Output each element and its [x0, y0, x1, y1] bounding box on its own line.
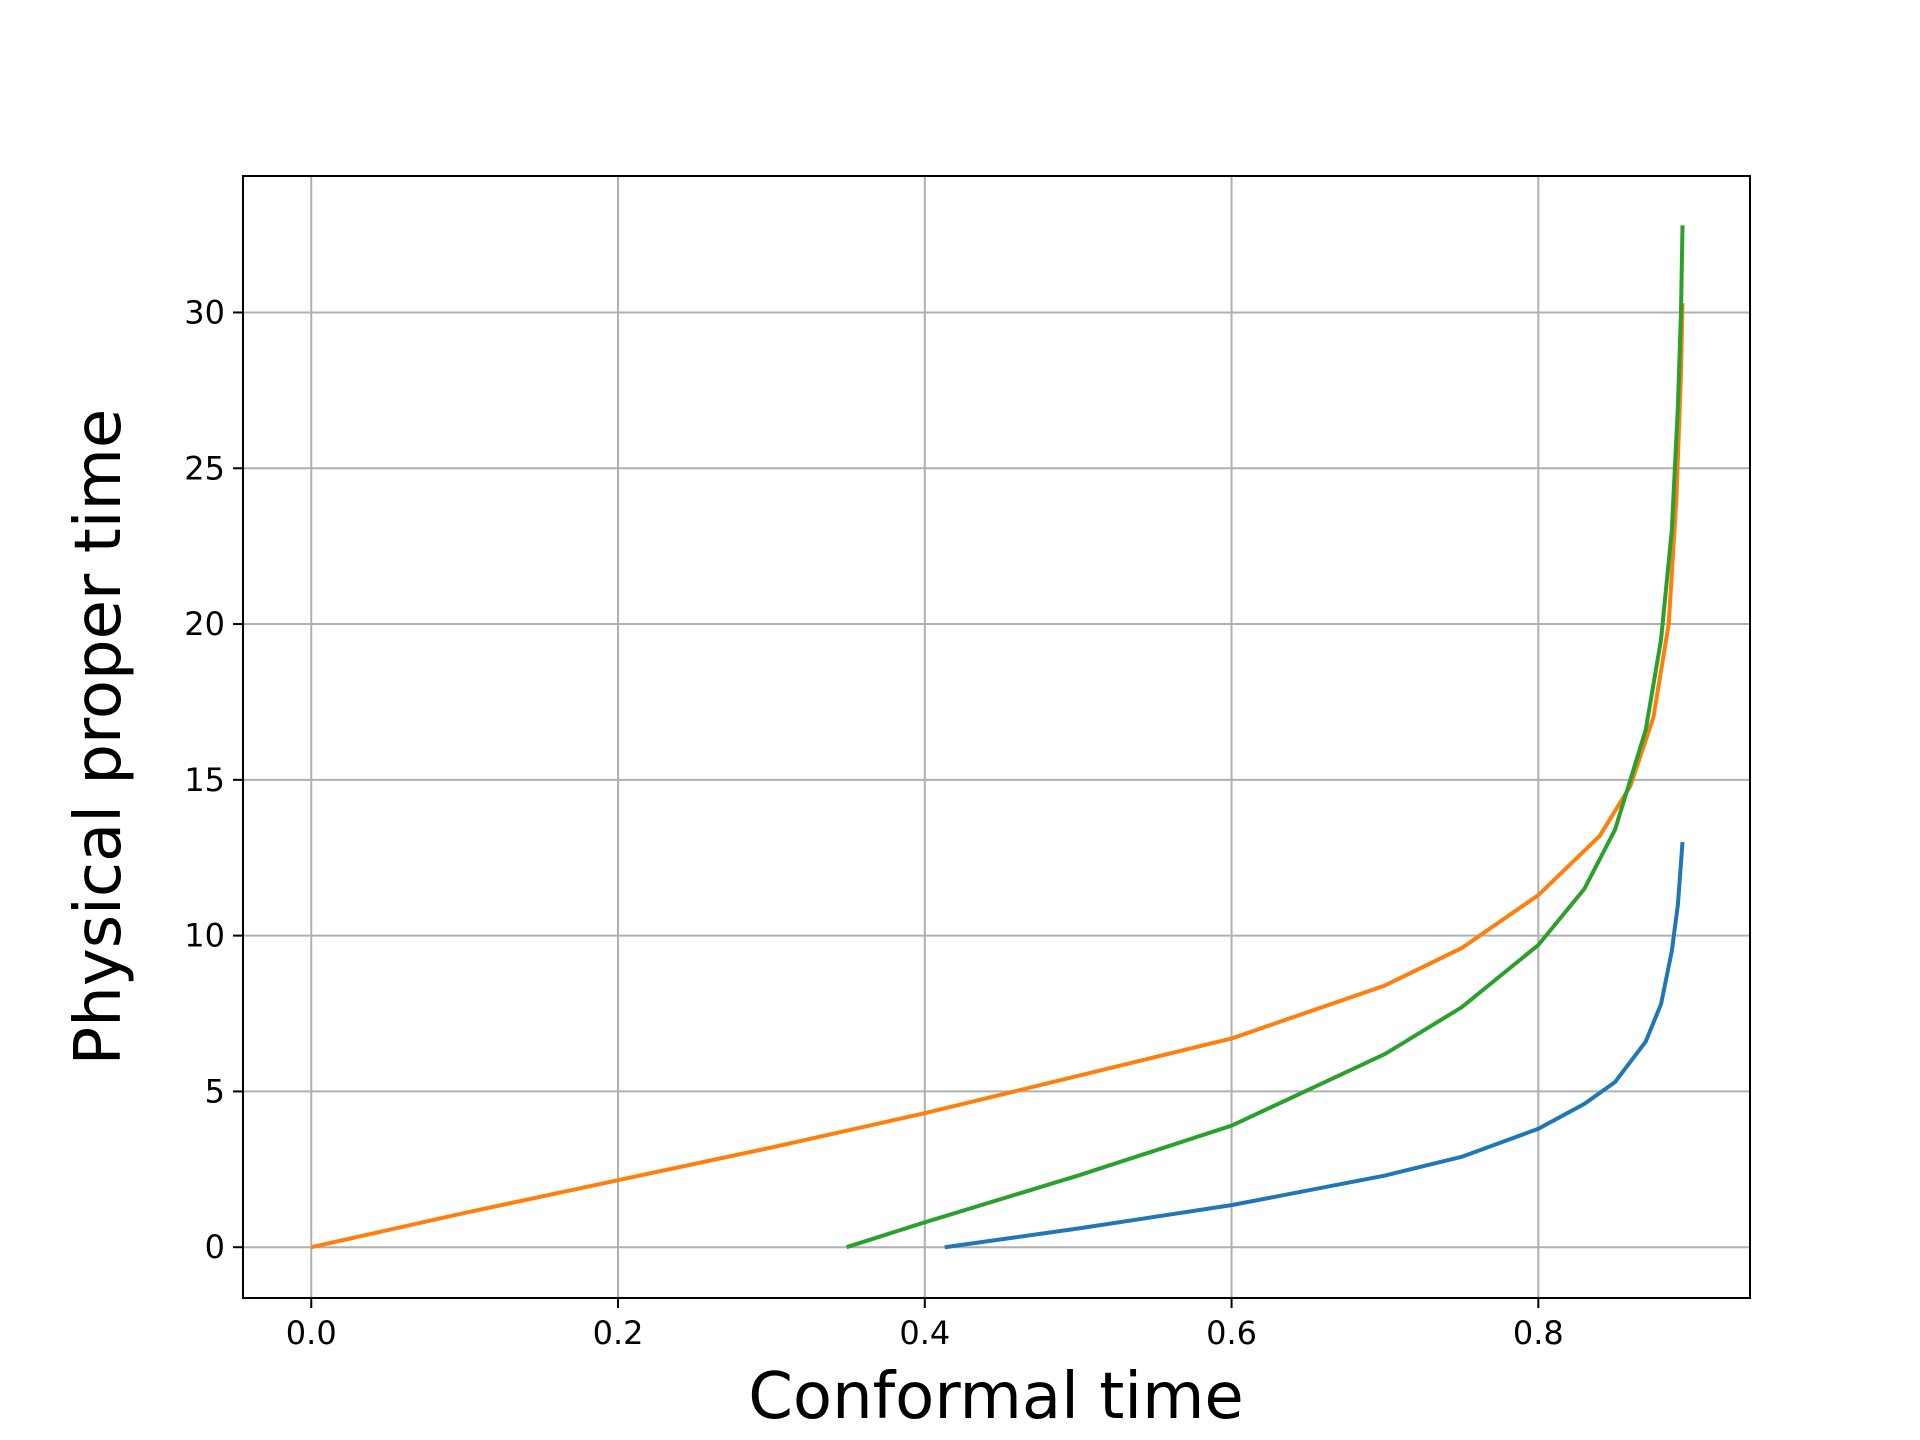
plot-frame [242, 175, 1751, 1299]
x-tick-label: 0.6 [1206, 1314, 1257, 1352]
y-tick-label: 0 [205, 1228, 225, 1266]
y-axis-label: Physical proper time [62, 409, 136, 1066]
x-tick-label: 0.0 [286, 1314, 337, 1352]
line-series [310, 303, 1685, 1250]
x-axis-label: Conformal time [748, 1360, 1244, 1434]
line-series [845, 225, 1685, 1250]
y-tick-label: 10 [184, 917, 225, 955]
y-tick-label: 15 [184, 761, 225, 799]
line-series [944, 842, 1685, 1250]
y-tick-label: 5 [205, 1072, 225, 1110]
x-tick-label: 0.2 [593, 1314, 644, 1352]
x-tick-label: 0.4 [899, 1314, 950, 1352]
x-tick-label: 0.8 [1513, 1314, 1564, 1352]
y-tick-label: 25 [184, 449, 225, 487]
y-tick-label: 20 [184, 605, 225, 643]
y-tick-label: 30 [184, 293, 225, 331]
